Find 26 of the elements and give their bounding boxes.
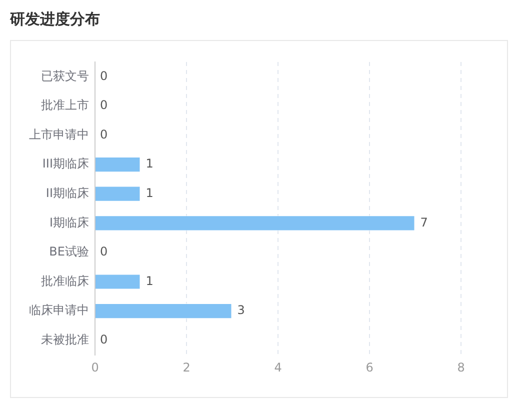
data-label: 0 <box>100 244 108 259</box>
data-label: 1 <box>146 274 154 288</box>
y-tick-label: 临床申请中 <box>29 303 89 318</box>
data-label: 0 <box>100 332 108 346</box>
y-tick-label: 已获文号 <box>41 68 89 83</box>
data-label: 0 <box>100 68 108 83</box>
y-tick-label: I期临床 <box>49 215 89 230</box>
data-label: 7 <box>420 215 428 230</box>
x-tick-label: 4 <box>274 360 282 374</box>
y-tick-label: BE试验 <box>49 244 89 259</box>
x-tick-label: 8 <box>457 360 465 374</box>
y-tick-label: 批准临床 <box>41 274 89 288</box>
x-tick-label: 2 <box>182 360 190 374</box>
y-tick-label: 未被批准 <box>41 332 89 346</box>
y-tick-label: 批准上市 <box>41 98 89 112</box>
chart-title: 研发进度分布 <box>10 9 100 29</box>
data-label: 1 <box>146 156 154 171</box>
data-label: 0 <box>100 127 108 142</box>
x-tick-label: 0 <box>91 360 99 374</box>
x-tick-label: 6 <box>366 360 374 374</box>
y-tick-label: 上市申请中 <box>29 127 89 142</box>
y-tick-label: II期临床 <box>46 186 89 200</box>
data-label: 1 <box>146 186 154 200</box>
y-tick-label: III期临床 <box>42 156 89 171</box>
data-label: 0 <box>100 98 108 112</box>
data-label: 3 <box>237 303 245 318</box>
